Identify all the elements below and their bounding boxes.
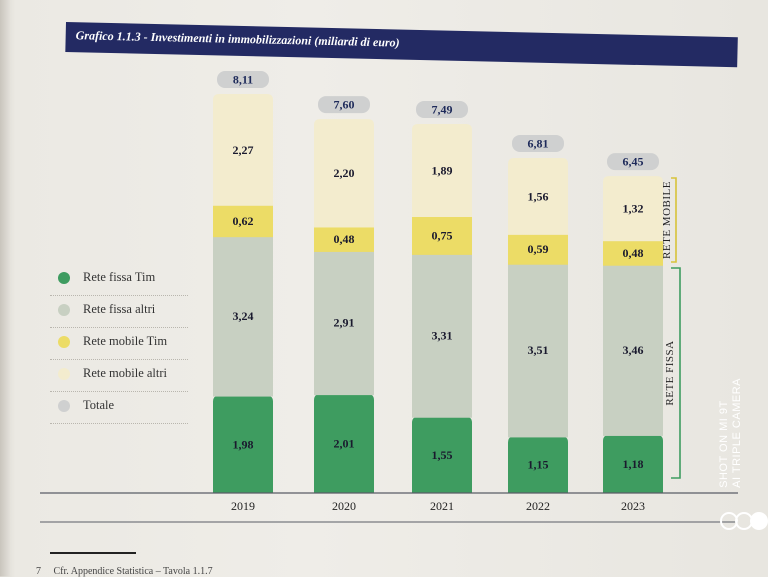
data-label-rete-mobile-altri-2022: 1,56 bbox=[528, 189, 549, 203]
rete-mobile-bracket bbox=[671, 177, 677, 263]
legend-item-rete-fissa-altri: Rete fissa altri bbox=[50, 296, 188, 328]
bar-segment-rete-fissa-tim-2021 bbox=[412, 416, 472, 493]
data-label-rete-fissa-tim-2022: 1,15 bbox=[528, 458, 549, 472]
side-label-rete-mobile: RETE MOBILE bbox=[661, 181, 673, 259]
legend-item-totale: Totale bbox=[50, 392, 188, 424]
data-label-rete-fissa-altri-2022: 3,51 bbox=[528, 343, 549, 357]
watermark-line-1: SHOT ON MI 9T bbox=[718, 400, 730, 488]
legend-label: Totale bbox=[83, 398, 115, 412]
bar-segment-rete-mobile-tim-2019 bbox=[213, 205, 273, 238]
bar-segment-rete-mobile-altri-2023 bbox=[603, 176, 663, 242]
x-tick-label-2022: 2022 bbox=[526, 499, 550, 513]
camera-watermark: SHOT ON MI 9T AI TRIPLE CAMERA bbox=[718, 378, 768, 488]
data-label-rete-mobile-altri-2021: 1,89 bbox=[432, 163, 453, 177]
data-label-rete-mobile-tim-2023: 0,48 bbox=[623, 246, 644, 260]
legend-label: Rete fissa Tim bbox=[83, 270, 156, 284]
data-label-rete-mobile-tim-2022: 0,59 bbox=[528, 242, 549, 256]
total-label-2022: 6,81 bbox=[528, 136, 549, 150]
total-pill-2019 bbox=[217, 70, 269, 88]
bar-segment-rete-fissa-altri-2021 bbox=[412, 253, 472, 418]
bar-segment-rete-fissa-altri-2022 bbox=[508, 263, 568, 438]
watermark-text: SHOT ON MI 9T AI TRIPLE CAMERA bbox=[718, 378, 744, 488]
data-label-rete-mobile-altri-2019: 2,27 bbox=[233, 143, 254, 157]
bar-segment-rete-fissa-tim-2022 bbox=[508, 436, 568, 493]
total-label-2020: 7,60 bbox=[334, 98, 355, 112]
bar-segment-rete-mobile-tim-2022 bbox=[508, 234, 568, 265]
legend-item-rete-mobile-tim: Rete mobile Tim bbox=[50, 328, 188, 360]
bar-segment-rete-mobile-altri-2019 bbox=[213, 93, 273, 206]
bar-segment-rete-fissa-tim-2019 bbox=[213, 395, 273, 493]
legend-label: Rete mobile altri bbox=[83, 366, 168, 380]
bar-segment-rete-fissa-altri-2019 bbox=[213, 236, 273, 397]
page-edge bbox=[0, 0, 10, 576]
bar-segment-rete-mobile-tim-2021 bbox=[412, 216, 472, 255]
data-label-rete-fissa-altri-2023: 3,46 bbox=[623, 343, 644, 357]
legend-label: Rete fissa altri bbox=[83, 302, 156, 316]
legend-item-rete-fissa-tim: Rete fissa Tim bbox=[50, 264, 188, 296]
data-label-rete-mobile-tim-2020: 0,48 bbox=[334, 232, 355, 246]
total-label-2021: 7,49 bbox=[432, 103, 453, 117]
data-label-rete-fissa-altri-2021: 3,31 bbox=[432, 328, 453, 342]
side-label-rete-fissa: RETE FISSA bbox=[664, 340, 676, 405]
watermark-line-2: AI TRIPLE CAMERA bbox=[731, 378, 743, 488]
data-label-rete-fissa-tim-2023: 1,18 bbox=[623, 457, 644, 471]
total-pill-2021 bbox=[416, 101, 468, 118]
bar-segment-rete-fissa-tim-2020 bbox=[314, 394, 374, 493]
bar-segment-rete-fissa-altri-2023 bbox=[603, 264, 663, 436]
data-label-rete-fissa-altri-2020: 2,91 bbox=[334, 316, 355, 330]
footnote-number: 7 bbox=[36, 566, 41, 577]
footnote-rule bbox=[50, 552, 136, 554]
legend-item-rete-mobile-altri: Rete mobile altri bbox=[50, 360, 188, 392]
x-tick-label-2019: 2019 bbox=[231, 499, 255, 513]
bar-segment-rete-mobile-altri-2021 bbox=[412, 124, 472, 217]
x-tick-label-2020: 2020 bbox=[332, 499, 356, 513]
bar-segment-rete-fissa-altri-2020 bbox=[314, 250, 374, 396]
legend-swatch bbox=[58, 304, 70, 316]
total-pill-2023 bbox=[607, 153, 659, 171]
footnote-text: Cfr. Appendice Statistica – Tavola 1.1.7 bbox=[53, 566, 213, 577]
data-label-rete-fissa-altri-2019: 3,24 bbox=[233, 309, 254, 323]
data-label-rete-fissa-tim-2019: 1,98 bbox=[233, 437, 254, 451]
legend-swatch bbox=[58, 336, 70, 348]
bar-segment-rete-mobile-altri-2020 bbox=[314, 119, 374, 228]
x-tick-label-2023: 2023 bbox=[621, 499, 645, 513]
legend-swatch bbox=[58, 368, 70, 380]
watermark-circles bbox=[720, 512, 768, 535]
total-label-2023: 6,45 bbox=[623, 155, 644, 169]
data-label-rete-fissa-tim-2021: 1,55 bbox=[432, 448, 453, 462]
data-label-rete-fissa-tim-2020: 2,01 bbox=[334, 437, 355, 451]
rete-fissa-bracket bbox=[671, 267, 681, 479]
legend-swatch bbox=[58, 400, 70, 412]
total-pill-2020 bbox=[318, 96, 370, 114]
legend-swatch bbox=[58, 272, 70, 284]
bar-segment-rete-fissa-tim-2023 bbox=[603, 434, 663, 493]
total-label-2019: 8,11 bbox=[233, 72, 253, 86]
x-tick-label-2021: 2021 bbox=[430, 499, 454, 513]
watermark-circle-filled-icon bbox=[750, 512, 768, 530]
total-pill-2022 bbox=[512, 134, 564, 152]
data-label-rete-mobile-tim-2021: 0,75 bbox=[432, 228, 453, 242]
data-label-rete-mobile-altri-2020: 2,20 bbox=[334, 166, 355, 180]
footnote: 7 Cfr. Appendice Statistica – Tavola 1.1… bbox=[36, 566, 213, 577]
data-label-rete-mobile-tim-2019: 0,62 bbox=[233, 214, 254, 228]
bar-segment-rete-mobile-tim-2020 bbox=[314, 227, 374, 252]
legend: Rete fissa Tim Rete fissa altri Rete mob… bbox=[50, 264, 188, 424]
data-label-rete-mobile-altri-2023: 1,32 bbox=[623, 202, 644, 216]
bar-segment-rete-mobile-altri-2022 bbox=[508, 157, 568, 235]
legend-label: Rete mobile Tim bbox=[83, 334, 168, 348]
bar-segment-rete-mobile-tim-2023 bbox=[603, 241, 663, 266]
